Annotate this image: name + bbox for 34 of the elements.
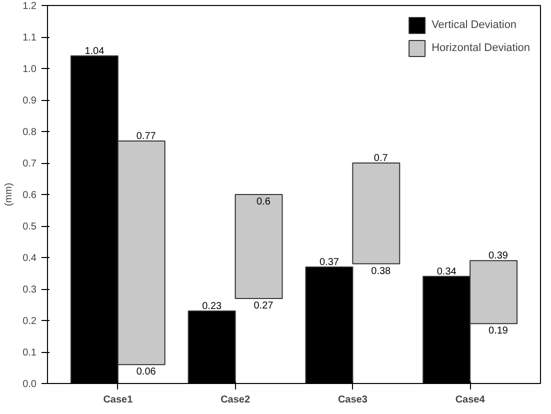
y-tick-label: 1.0	[22, 64, 37, 75]
y-tick-label: 0.5	[22, 222, 37, 232]
x-tick-label: Case4	[455, 394, 486, 406]
y-tick-label: 0.6	[22, 190, 37, 201]
annotation: 0.19	[488, 326, 508, 337]
legend-label: Horizontal Deviation	[432, 42, 530, 54]
y-tick-label: 0.2	[22, 316, 37, 327]
annotation: 0.39	[488, 250, 508, 262]
y-tick-label: 0.3	[22, 284, 37, 296]
data-label: 0.23	[202, 301, 222, 312]
y-tick-label: 1.2	[22, 1, 37, 12]
y-tick-label: 0.4	[22, 253, 37, 264]
annotation: 0.6	[256, 196, 271, 208]
data-label: 1.04	[84, 46, 105, 57]
annotation: 0.27	[254, 300, 274, 312]
annotation: 0.06	[136, 366, 156, 378]
annotation: 0.38	[371, 266, 392, 277]
annotation: 0.77	[136, 130, 156, 142]
y-tick-label: 1.1	[22, 32, 37, 44]
x-tick-label: Case3	[338, 394, 368, 406]
x-tick-label: Case1	[103, 394, 134, 406]
legend-label: Vertical Deviation	[432, 19, 517, 31]
data-label: 0.37	[319, 256, 340, 268]
y-tick-label: 0.0	[22, 379, 37, 390]
annotation: 0.7	[374, 153, 388, 164]
data-label: 0.34	[436, 266, 457, 278]
y-tick-label: 0.1	[22, 348, 37, 358]
x-tick-label: Case2	[220, 394, 250, 406]
y-tick-label: 0.9	[22, 96, 37, 106]
y-tick-label: 0.8	[22, 127, 37, 138]
bar	[352, 162, 400, 264]
bar	[234, 194, 283, 299]
y-tick-label: 0.7	[22, 158, 37, 170]
y-axis-title: (mm)	[4, 182, 15, 206]
